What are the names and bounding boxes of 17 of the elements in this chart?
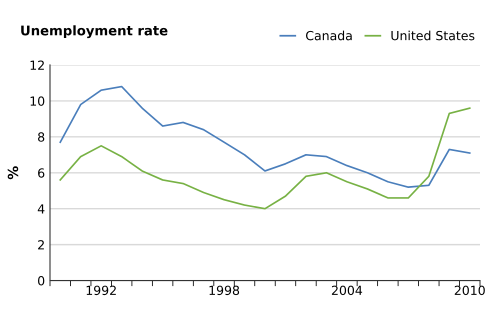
x-tick-label: 1998 xyxy=(210,286,240,296)
y-tick-label: 8 xyxy=(38,132,44,142)
chart-title: Unemployment rate xyxy=(21,25,168,38)
legend-label: Canada xyxy=(306,30,352,40)
x-tick-label: 1992 xyxy=(86,286,116,296)
y-tick-label: 12 xyxy=(30,60,44,70)
y-tick-label: 2 xyxy=(38,240,44,250)
line-series xyxy=(59,86,471,188)
y-tick-label: 10 xyxy=(30,96,44,106)
x-tick-label: 2010 xyxy=(454,286,485,296)
y-tick-label: 6 xyxy=(38,168,44,178)
line-series xyxy=(59,107,471,210)
y-tick-label: 0 xyxy=(38,276,44,286)
x-tick-label: 2004 xyxy=(332,286,362,296)
y-axis-title: % xyxy=(8,166,18,180)
y-tick-label: 4 xyxy=(38,204,44,214)
legend-label: United States xyxy=(391,30,474,40)
